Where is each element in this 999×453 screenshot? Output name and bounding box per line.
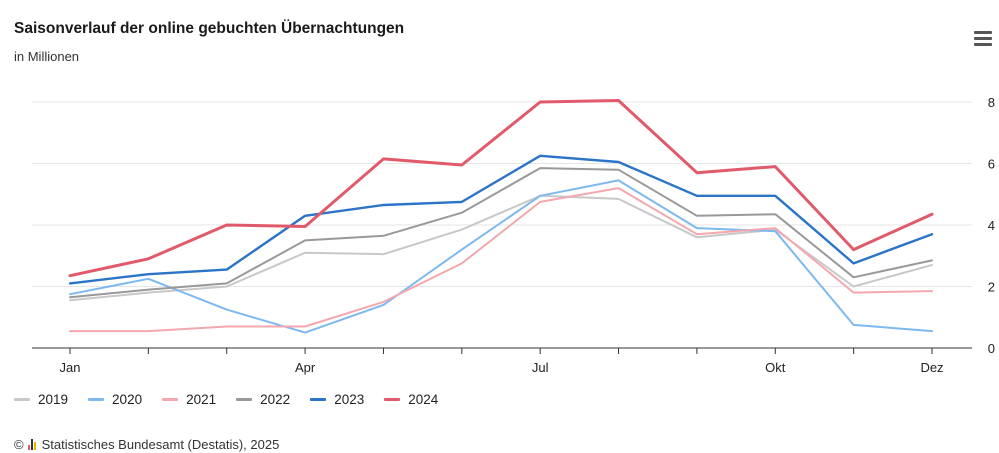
source-footer: © Statistisches Bundesamt (Destatis), 20… — [14, 437, 279, 452]
x-tick-label: Jul — [532, 360, 549, 375]
legend-item-2019[interactable]: 2019 — [14, 392, 68, 407]
series-line-2021[interactable] — [69, 187, 933, 333]
legend-label: 2021 — [186, 392, 217, 407]
legend-swatch — [310, 398, 327, 401]
legend-label: 2020 — [112, 392, 143, 407]
source-text: Statistisches Bundesamt (Destatis), 2025 — [41, 437, 280, 452]
y-tick-label: 6 — [988, 157, 995, 172]
legend-label: 2022 — [260, 392, 291, 407]
series-line-2023[interactable] — [68, 154, 934, 285]
copyright-symbol: © — [14, 437, 24, 452]
chart-title: Saisonverlauf der online gebuchten Übern… — [14, 20, 405, 37]
legend-item-2020[interactable]: 2020 — [88, 392, 142, 407]
legend-label: 2024 — [408, 392, 439, 407]
y-tick-label: 2 — [988, 280, 995, 295]
y-tick-label: 4 — [988, 218, 995, 233]
legend-item-2022[interactable]: 2022 — [236, 392, 290, 407]
y-tick-label: 8 — [988, 95, 995, 110]
x-tick-label: Dez — [920, 360, 943, 375]
legend-swatch — [162, 398, 179, 401]
legend-item-2024[interactable]: 2024 — [384, 392, 438, 407]
legend-item-2023[interactable]: 2023 — [310, 392, 364, 407]
legend-swatch — [236, 398, 253, 401]
chart-legend: 2019 2020 2021 2022 2023 2024 — [14, 392, 458, 407]
x-tick-label: Jan — [60, 360, 81, 375]
hamburger-menu-icon[interactable] — [972, 30, 994, 48]
destatis-logo-icon — [27, 439, 36, 450]
series-line-2020[interactable] — [69, 179, 933, 334]
line-chart: 0 2 4 6 8 Jan Apr Jul Okt Dez — [32, 95, 995, 375]
legend-label: 2019 — [38, 392, 69, 407]
chart-subtitle: in Millionen — [14, 49, 80, 64]
legend-item-2021[interactable]: 2021 — [162, 392, 216, 407]
series-line-2024[interactable] — [68, 99, 934, 278]
legend-label: 2023 — [334, 392, 365, 407]
y-tick-label: 0 — [988, 341, 995, 356]
legend-swatch — [88, 398, 105, 401]
x-tick-label: Apr — [295, 360, 316, 375]
legend-swatch — [384, 398, 401, 401]
legend-swatch — [14, 398, 30, 401]
x-tick-label: Okt — [765, 360, 786, 375]
series-line-2022[interactable] — [69, 167, 933, 299]
